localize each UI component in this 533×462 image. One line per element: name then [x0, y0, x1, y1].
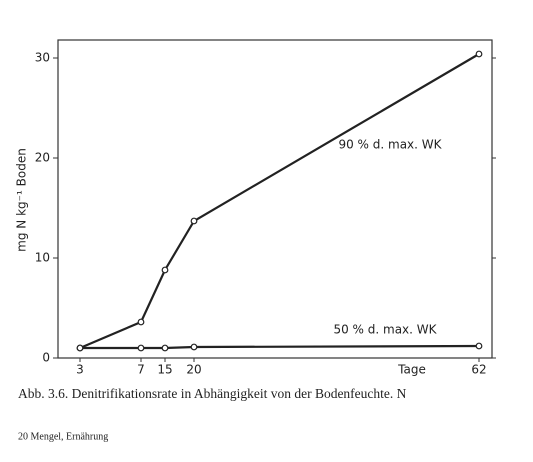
data-point	[76, 344, 84, 352]
data-point	[161, 266, 169, 274]
data-point	[190, 217, 198, 225]
data-point	[137, 344, 145, 352]
series-label: 50 % d. max. WK	[333, 323, 437, 337]
x-tick-label: 62	[471, 363, 486, 377]
y-tick-label: 10	[35, 251, 50, 265]
y-tick-label: 0	[42, 351, 50, 365]
data-point	[137, 318, 145, 326]
series-line	[79, 53, 480, 350]
footer: 20 Mengel, Ernährung	[18, 431, 108, 442]
x-tick-label: 20	[186, 363, 201, 377]
data-point	[190, 343, 198, 351]
y-tick-label: 30	[35, 51, 50, 65]
plot-frame	[57, 39, 493, 359]
series-label: 90 % d. max. WK	[338, 138, 442, 152]
y-tick-label: 20	[35, 151, 50, 165]
y-axis-label: mg N kg⁻¹ Boden	[15, 148, 29, 252]
data-point	[161, 344, 169, 352]
x-axis-label: Tage	[397, 363, 426, 377]
data-point	[475, 342, 483, 350]
x-tick-label: 15	[157, 363, 172, 377]
data-point	[475, 50, 483, 58]
caption: Abb. 3.6. Denitrifikationsrate in Abhäng…	[18, 386, 407, 401]
x-tick-label: 7	[137, 363, 145, 377]
x-tick-label: 3	[76, 363, 84, 377]
